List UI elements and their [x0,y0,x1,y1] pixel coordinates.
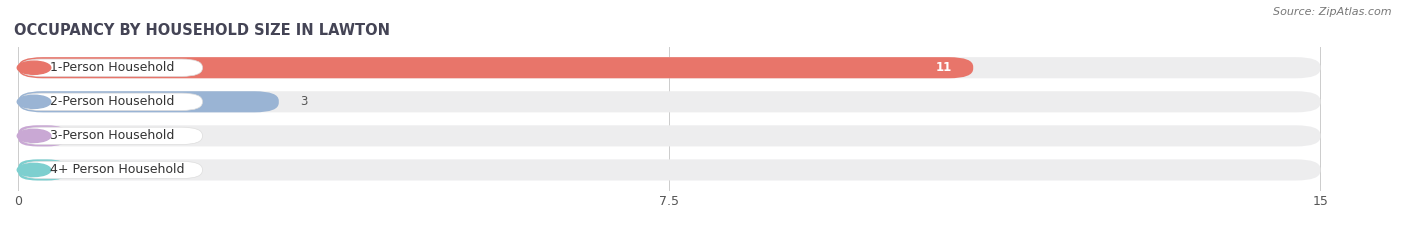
FancyBboxPatch shape [20,161,202,179]
Text: 0: 0 [87,129,96,142]
Text: 4+ Person Household: 4+ Person Household [49,163,184,176]
Text: 2-Person Household: 2-Person Household [49,95,174,108]
FancyBboxPatch shape [20,93,202,110]
FancyBboxPatch shape [18,91,1320,112]
Text: 11: 11 [935,61,952,74]
FancyBboxPatch shape [18,159,1320,181]
FancyBboxPatch shape [20,59,202,76]
Circle shape [17,129,51,142]
FancyBboxPatch shape [18,125,1320,146]
FancyBboxPatch shape [18,159,66,181]
FancyBboxPatch shape [18,125,66,146]
Circle shape [17,163,51,177]
FancyBboxPatch shape [18,91,278,112]
FancyBboxPatch shape [18,57,1320,78]
Circle shape [17,95,51,108]
Text: 0: 0 [87,163,96,176]
Circle shape [17,61,51,74]
Text: 3-Person Household: 3-Person Household [49,129,174,142]
Text: 3: 3 [301,95,308,108]
Text: 1-Person Household: 1-Person Household [49,61,174,74]
FancyBboxPatch shape [18,57,973,78]
Text: OCCUPANCY BY HOUSEHOLD SIZE IN LAWTON: OCCUPANCY BY HOUSEHOLD SIZE IN LAWTON [14,24,389,38]
Text: Source: ZipAtlas.com: Source: ZipAtlas.com [1274,7,1392,17]
FancyBboxPatch shape [20,127,202,144]
